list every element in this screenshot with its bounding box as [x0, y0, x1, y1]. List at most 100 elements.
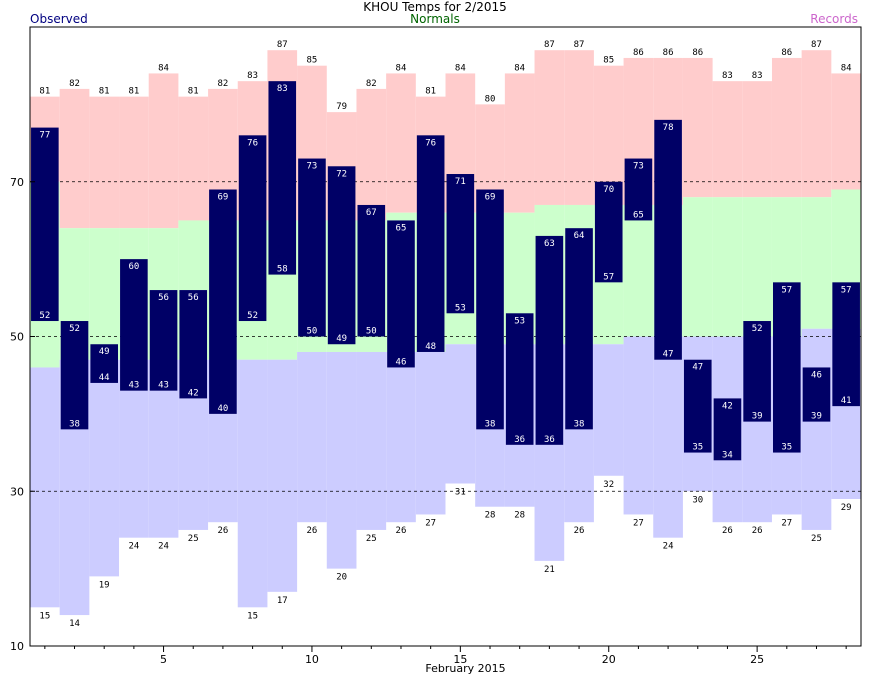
record-high-band: [771, 57, 802, 198]
record-high-label: 83: [752, 71, 763, 81]
record-high-label: 84: [158, 63, 169, 73]
record-high-label: 80: [485, 94, 496, 104]
record-low-label: 27: [633, 518, 644, 528]
record-low-band: [653, 336, 683, 538]
observed-bar: [446, 174, 475, 314]
observed-low-label: 41: [841, 396, 852, 406]
observed-bar: [535, 235, 564, 445]
observed-bar: [594, 181, 623, 283]
observed-low-label: 38: [69, 419, 80, 429]
record-low-label: 27: [425, 518, 436, 528]
record-low-band: [415, 351, 446, 515]
observed-bar: [802, 367, 831, 422]
observed-bar: [298, 158, 326, 337]
observed-bar: [773, 282, 801, 453]
normal-band: [682, 197, 713, 337]
record-high-label: 81: [188, 87, 199, 97]
observed-low-label: 57: [603, 272, 614, 282]
record-high-label: 81: [425, 87, 436, 97]
observed-high-label: 69: [217, 192, 228, 202]
record-high-band: [356, 88, 387, 221]
record-low-band: [356, 351, 387, 530]
record-low-label: 27: [781, 518, 792, 528]
record-high-label: 84: [455, 63, 466, 73]
record-low-band: [297, 351, 327, 523]
observed-bar: [683, 359, 712, 453]
record-high-label: 84: [841, 63, 852, 73]
observed-high-label: 42: [722, 401, 733, 411]
observed-bar: [238, 135, 267, 322]
observed-bar: [357, 204, 386, 337]
record-high-label: 84: [396, 63, 407, 73]
observed-low-label: 39: [811, 412, 822, 422]
record-low-label: 31: [455, 488, 466, 498]
record-low-label: 28: [485, 511, 496, 521]
record-high-label: 87: [544, 40, 555, 50]
observed-bar: [120, 259, 148, 391]
normal-band: [623, 204, 654, 337]
observed-bar: [713, 398, 742, 461]
axes: 10 30 50 70 5 10 15 20 25: [10, 176, 847, 666]
observed-low-label: 44: [99, 373, 110, 383]
observed-high-label: 78: [663, 123, 674, 133]
observed-low-label: 35: [692, 443, 703, 453]
observed-low-label: 39: [752, 412, 763, 422]
observed-high-label: 46: [811, 370, 822, 380]
observed-high-label: 64: [574, 231, 585, 241]
observed-low-label: 43: [128, 381, 139, 391]
record-high-label: 86: [781, 48, 792, 58]
record-high-label: 84: [514, 63, 525, 73]
record-low-band: [801, 328, 832, 530]
record-high-label: 82: [366, 79, 377, 89]
record-high-band: [564, 50, 594, 205]
record-high-band: [386, 73, 416, 213]
observed-low-label: 38: [574, 419, 585, 429]
observed-high-label: 73: [633, 162, 644, 172]
record-high-label: 82: [217, 79, 228, 89]
observed-low-label: 40: [217, 404, 228, 414]
observed-high-label: 63: [544, 239, 555, 249]
value-labels: 77 52 81 15 52 38 82 14 49 44 81 19 60 43 81 24 56 43 84 24…: [39, 40, 851, 629]
observed-low-label: 36: [514, 435, 525, 445]
legend-normals: Normals: [410, 12, 460, 26]
record-high-label: 81: [99, 87, 110, 97]
x-axis-label: February 2015: [425, 662, 505, 675]
observed-low-label: 42: [188, 388, 199, 398]
record-high-label: 86: [633, 48, 644, 58]
record-low-label: 26: [396, 526, 407, 536]
y-tick-label: 50: [10, 331, 24, 344]
legend-records: Records: [810, 12, 858, 26]
observed-high-label: 65: [396, 223, 407, 233]
record-high-band: [178, 96, 209, 221]
record-high-band: [534, 50, 565, 205]
record-low-label: 24: [158, 542, 169, 552]
normal-band: [742, 197, 772, 337]
record-high-label: 81: [128, 87, 139, 97]
y-tick-label: 70: [10, 176, 24, 189]
observed-low-label: 34: [722, 450, 733, 460]
record-low-band: [386, 351, 416, 523]
observed-high-label: 57: [841, 285, 852, 295]
observed-low-label: 47: [663, 350, 674, 360]
observed-bar: [832, 282, 860, 407]
record-low-label: 28: [514, 511, 525, 521]
observed-high-label: 69: [485, 192, 496, 202]
record-high-band: [59, 88, 90, 229]
record-low-label: 20: [336, 573, 347, 583]
observed-bar: [90, 344, 118, 383]
observed-low-label: 36: [544, 435, 555, 445]
record-low-band: [267, 359, 298, 592]
record-low-label: 26: [217, 526, 228, 536]
x-tick-label: 5: [160, 653, 167, 666]
observed-high-label: 76: [247, 138, 258, 148]
observed-low-label: 53: [455, 303, 466, 313]
record-low-band: [326, 351, 357, 569]
chart-title: KHOU Temps for 2/2015: [363, 0, 507, 14]
record-low-label: 29: [841, 503, 852, 513]
observed-high-label: 83: [277, 84, 288, 94]
observed-bar: [565, 228, 593, 430]
record-low-band: [30, 367, 60, 608]
observed-bar: [327, 166, 356, 345]
record-high-label: 87: [277, 40, 288, 50]
